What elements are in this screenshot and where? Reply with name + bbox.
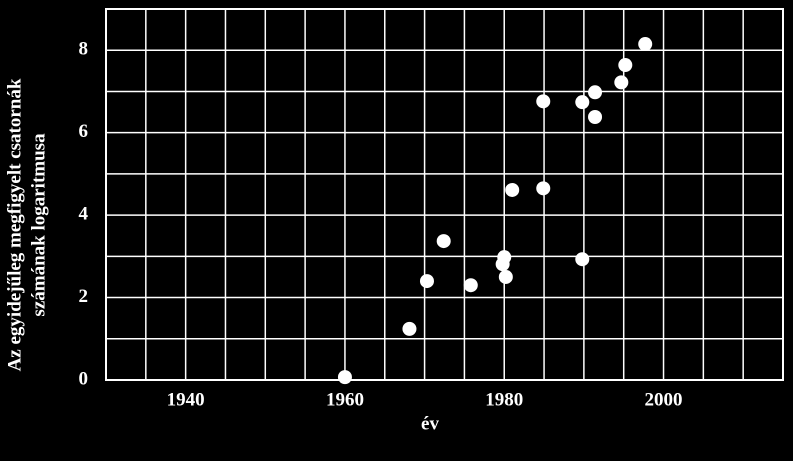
x-tick-label: 1960 bbox=[326, 389, 364, 410]
point bbox=[463, 278, 478, 293]
x-tick-label: 2000 bbox=[645, 389, 683, 410]
point bbox=[588, 85, 603, 100]
point bbox=[575, 95, 590, 110]
point bbox=[337, 370, 352, 385]
point bbox=[497, 250, 512, 265]
point bbox=[536, 181, 551, 196]
y-tick-label: 4 bbox=[79, 203, 89, 224]
point bbox=[505, 182, 520, 197]
point bbox=[536, 94, 551, 109]
plot-frame bbox=[105, 8, 784, 381]
y-axis-label-line: számának logaritmusa bbox=[28, 133, 49, 317]
y-tick-label: 8 bbox=[79, 39, 89, 60]
point bbox=[614, 75, 629, 90]
point bbox=[618, 58, 633, 73]
point bbox=[588, 110, 603, 125]
y-tick-label: 6 bbox=[79, 121, 89, 142]
x-tick-label: 1980 bbox=[485, 389, 523, 410]
x-axis-label: év bbox=[421, 413, 439, 434]
point bbox=[498, 269, 513, 284]
y-tick-label: 2 bbox=[79, 286, 89, 307]
point bbox=[638, 37, 653, 52]
y-axis-label-line: Az egyidejűleg megfigyelt csatornák bbox=[4, 78, 25, 371]
y-axis-label: Az egyidejűleg megfigyelt csatornák szám… bbox=[4, 78, 49, 371]
y-tick-label: 0 bbox=[79, 368, 89, 389]
point bbox=[419, 274, 434, 289]
x-tick-label: 1940 bbox=[167, 389, 205, 410]
point bbox=[436, 234, 451, 249]
point bbox=[402, 321, 417, 336]
point bbox=[575, 252, 590, 267]
